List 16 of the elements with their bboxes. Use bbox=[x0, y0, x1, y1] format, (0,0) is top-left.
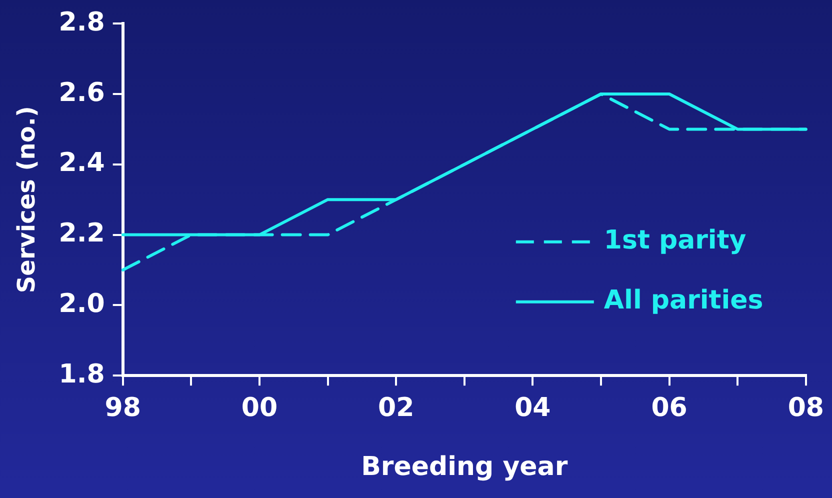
y-tick-label: 2.4 bbox=[58, 148, 105, 178]
legend-label: All parities bbox=[604, 286, 764, 316]
y-tick-label: 1.8 bbox=[58, 359, 105, 390]
x-tick-label: 00 bbox=[241, 392, 278, 423]
y-tick-label: 2.2 bbox=[58, 218, 105, 249]
y-axis-title: Services (no.) bbox=[12, 106, 41, 294]
x-tick-label: 02 bbox=[378, 392, 414, 423]
x-tick-label: 98 bbox=[104, 392, 141, 423]
y-tick-label: 2.8 bbox=[58, 7, 105, 38]
y-tick-label: 2.0 bbox=[58, 288, 105, 319]
legend-label: 1st parity bbox=[604, 226, 746, 256]
y-tick-label: 2.6 bbox=[58, 78, 105, 108]
x-tick-label: 04 bbox=[514, 392, 551, 423]
x-axis-title: Breeding year bbox=[361, 452, 568, 482]
x-tick-label: 06 bbox=[651, 392, 688, 423]
x-tick-label: 08 bbox=[788, 392, 824, 423]
